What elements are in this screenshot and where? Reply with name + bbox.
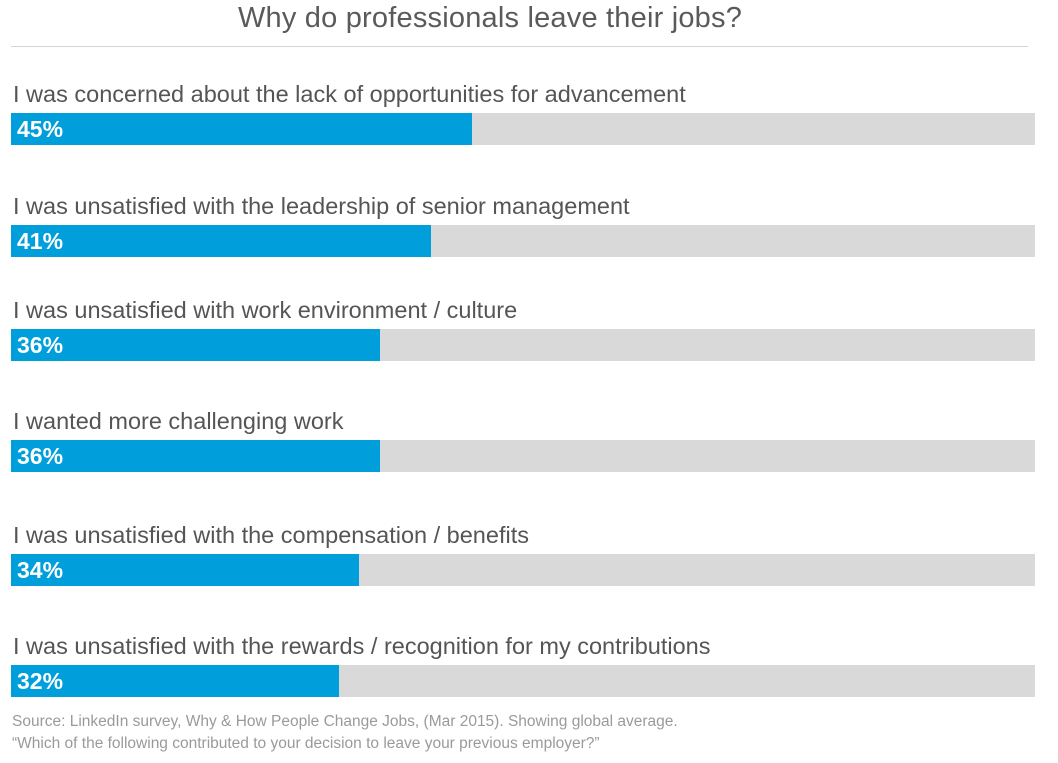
bar-row: I wanted more challenging work 36% [11,408,1035,482]
value-label: 36% [17,332,64,358]
question-line: “Which of the following contributed to y… [12,735,600,752]
bar-track: 34% [11,554,1035,586]
chart-title: Why do professionals leave their jobs? [237,2,743,34]
bar-track: 32% [11,665,1035,697]
bar-row: I was unsatisfied with the compensation … [11,522,1035,596]
bar-track: 36% [11,329,1035,361]
bar-fill [11,554,359,586]
bar-track: 36% [11,440,1035,472]
bar-fill [11,225,431,257]
source-line: Source: LinkedIn survey, Why & How Peopl… [12,713,678,730]
bar-fill [11,665,339,697]
category-label: I was concerned about the lack of opport… [13,81,686,107]
category-label: I was unsatisfied with the leadership of… [13,193,630,219]
bar-row: I was unsatisfied with work environment … [11,297,1035,371]
category-label: I wanted more challenging work [13,408,344,434]
value-label: 41% [17,228,64,254]
value-label: 36% [17,443,64,469]
bar-track: 41% [11,225,1035,257]
value-label: 32% [17,668,64,694]
value-label: 34% [17,557,64,583]
bar-row: I was unsatisfied with the rewards / rec… [11,633,1035,707]
bar-row: I was concerned about the lack of opport… [11,81,1035,155]
source-note: Source: LinkedIn survey, Why & How Peopl… [12,711,678,755]
category-label: I was unsatisfied with work environment … [13,297,518,323]
bar-fill [11,113,472,145]
category-label: I was unsatisfied with the rewards / rec… [13,633,711,659]
category-label: I was unsatisfied with the compensation … [13,522,529,548]
bar-track: 45% [11,113,1035,145]
bar-fill [11,440,380,472]
title-divider [11,46,1028,47]
value-label: 45% [17,116,64,142]
bar-fill [11,329,380,361]
bar-row: I was unsatisfied with the leadership of… [11,193,1035,267]
